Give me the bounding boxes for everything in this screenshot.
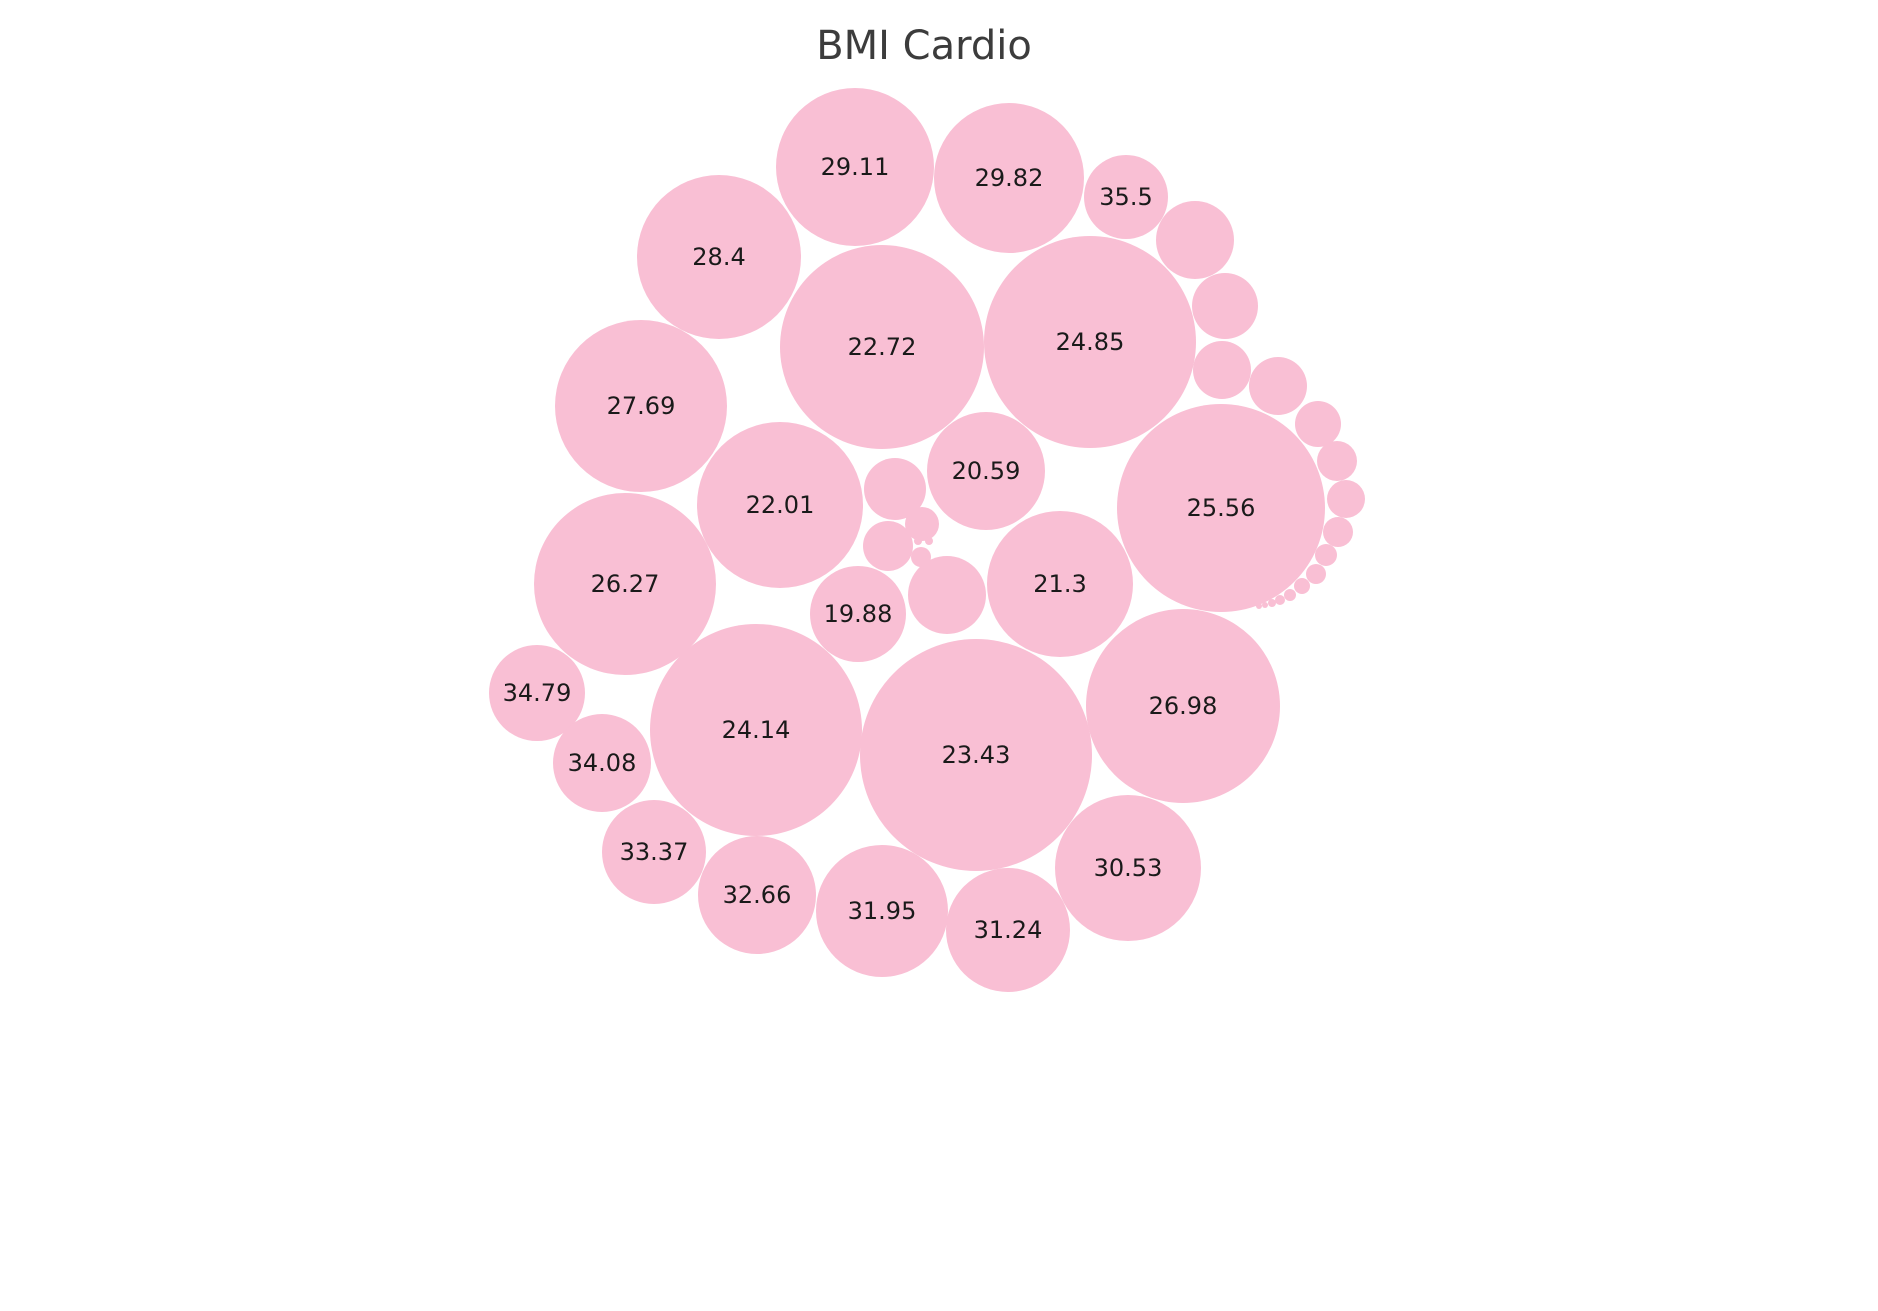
bubble: [555, 320, 727, 492]
bubble-label: 23.43: [942, 741, 1011, 769]
bubble-label: 32.66: [723, 881, 792, 909]
bubbles-group: 29.11 29.82 35.5 28.4 22.72 24.85 27.69 22.01 20…: [489, 88, 1365, 992]
bubble-label: 34.79: [503, 679, 572, 707]
bubble-unlabeled: [864, 458, 926, 520]
bubble: [776, 88, 934, 246]
bubble-label: 21.3: [1033, 570, 1086, 598]
bubble-label: 26.27: [591, 570, 660, 598]
bubble: [602, 800, 706, 904]
bubble-label: 31.24: [974, 916, 1043, 944]
bubble-unlabeled: [1327, 480, 1365, 518]
bubble-label: 30.53: [1094, 854, 1163, 882]
bubble-label: 27.69: [607, 392, 676, 420]
bubble-unlabeled: [922, 527, 928, 533]
bubble: [650, 624, 862, 836]
bubble: [934, 103, 1084, 253]
bubble-unlabeled: [1275, 595, 1285, 605]
bubble: [927, 412, 1045, 530]
chart-title: BMI Cardio: [816, 23, 1032, 69]
bubble-label: 34.08: [568, 749, 637, 777]
bubble-unlabeled: [1192, 273, 1258, 339]
bubble-label: 31.95: [848, 897, 917, 925]
bubble-unlabeled: [1295, 401, 1341, 447]
bubble-unlabeled: [1294, 578, 1310, 594]
bubble-label: 22.01: [746, 491, 815, 519]
bubble-unlabeled: [1262, 602, 1268, 608]
bubble: [810, 566, 906, 662]
bubble-label: 24.85: [1056, 328, 1125, 356]
bubble-unlabeled: [863, 521, 913, 571]
bubble-label: 25.56: [1187, 494, 1256, 522]
bubble-label: 33.37: [620, 838, 689, 866]
bubble-unlabeled: [1156, 201, 1234, 279]
bubble-label: 26.98: [1149, 692, 1218, 720]
bubble: [1117, 404, 1325, 612]
bubble-unlabeled: [914, 537, 922, 545]
bubble-unlabeled: [911, 547, 931, 567]
bubble: [637, 175, 801, 339]
bubble-unlabeled: [1315, 544, 1337, 566]
bubble-label: 19.88: [824, 600, 893, 628]
bubble-unlabeled: [1284, 589, 1296, 601]
bubble: [946, 868, 1070, 992]
bubble-label: 22.72: [848, 333, 917, 361]
bubble-unlabeled: [1268, 599, 1276, 607]
bubble: [1055, 795, 1201, 941]
bubble: [780, 245, 984, 449]
bubble-unlabeled: [1249, 357, 1307, 415]
bubble: [987, 511, 1133, 657]
bubble: [860, 639, 1092, 871]
bubble: [816, 845, 948, 977]
bubble: [489, 645, 585, 741]
bubble: [984, 236, 1196, 448]
bubble-label: 29.82: [975, 164, 1044, 192]
bubble-unlabeled: [925, 537, 933, 545]
bubble: [698, 836, 816, 954]
bubble: [534, 493, 716, 675]
bubble: [697, 422, 863, 588]
bubble-label: 24.14: [722, 716, 791, 744]
bubble-unlabeled: [908, 556, 986, 634]
bubble-label: 29.11: [821, 153, 890, 181]
bubble-label: 20.59: [952, 457, 1021, 485]
bubble-label: 28.4: [692, 243, 745, 271]
bubble-label: 35.5: [1099, 183, 1152, 211]
bubble: [1086, 609, 1280, 803]
bubble-unlabeled: [905, 507, 939, 541]
bubble-unlabeled: [1306, 564, 1326, 584]
bubble: [553, 714, 651, 812]
bubble: [1084, 155, 1168, 239]
bubble-unlabeled: [1323, 517, 1353, 547]
bubble-unlabeled: [1317, 441, 1357, 481]
bubble-unlabeled: [1193, 341, 1251, 399]
